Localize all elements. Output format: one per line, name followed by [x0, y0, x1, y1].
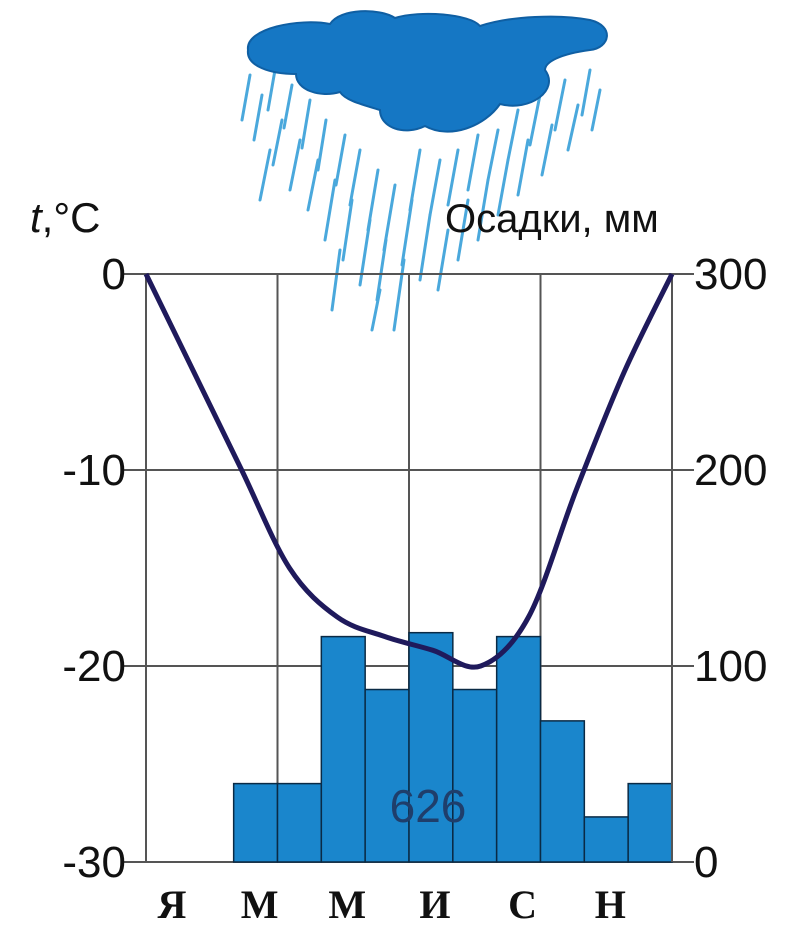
month-label: М	[328, 882, 366, 927]
precipitation-bar	[276, 782, 323, 863]
left-axis-label: t,°C	[30, 194, 100, 241]
precipitation-bar	[539, 720, 586, 863]
precipitation-bar	[583, 816, 629, 863]
month-label: Я	[157, 882, 186, 927]
precipitation-bar	[452, 688, 498, 863]
precipitation-bar	[495, 635, 542, 863]
month-label: Н	[595, 882, 626, 927]
precipitation-bar	[320, 635, 366, 863]
left-tick-label: 0	[102, 250, 126, 299]
right-tick-label: 200	[694, 446, 767, 495]
left-tick-label: -30	[62, 838, 126, 887]
rain-cloud-icon	[240, 10, 608, 332]
right-tick-label: 0	[694, 838, 718, 887]
month-label: С	[508, 882, 537, 927]
month-label: М	[241, 882, 279, 927]
left-tick-label: -10	[62, 446, 126, 495]
precipitation-bar	[627, 782, 673, 863]
precipitation-bar	[364, 688, 410, 863]
right-tick-label: 100	[694, 642, 767, 691]
month-label: И	[419, 882, 450, 927]
left-tick-label: -20	[62, 642, 126, 691]
right-axis-label: Осадки, мм	[445, 197, 659, 241]
total-precipitation-annotation: 626	[390, 780, 467, 832]
temperature-line	[143, 272, 675, 670]
plot-area	[124, 272, 694, 863]
right-tick-label: 300	[694, 250, 767, 299]
precipitation-bar	[232, 782, 279, 863]
